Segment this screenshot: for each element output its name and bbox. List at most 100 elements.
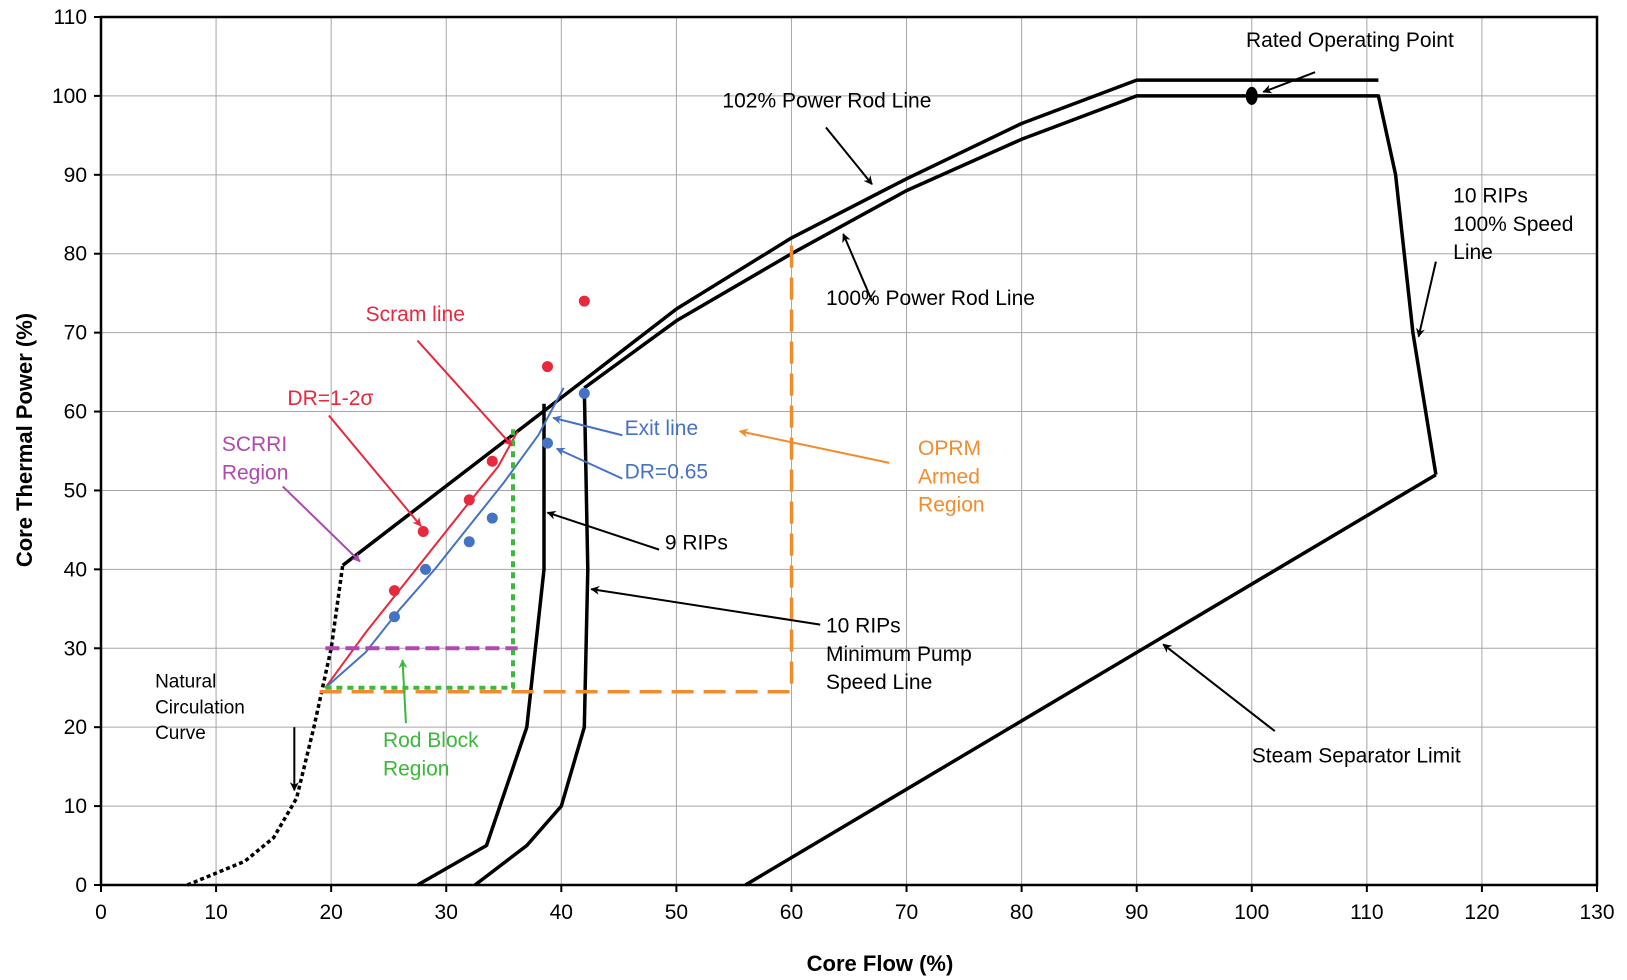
y-tick-label: 50 <box>64 479 87 502</box>
annotation-arrow <box>738 428 890 464</box>
annotation-line: 10 RIPs <box>1453 184 1528 207</box>
x-tick-label: 50 <box>665 901 688 924</box>
annotation-line: 100% Power Rod Line <box>826 287 1035 310</box>
y-tick-label: 20 <box>64 716 87 739</box>
data-point <box>420 563 432 575</box>
x-tick-label: 60 <box>780 901 803 924</box>
series-group <box>186 78 1438 887</box>
annotation-arrow <box>552 415 623 437</box>
data-point <box>417 525 429 537</box>
annotation-arrow <box>398 659 408 724</box>
series-line <box>319 237 794 694</box>
y-tick-label: 100 <box>52 85 87 108</box>
operating-point-marker <box>1245 86 1258 105</box>
annotation-arrow <box>1416 261 1437 338</box>
y-tick-label: 10 <box>64 795 87 818</box>
series-line <box>186 565 345 887</box>
axes: 0 10 20 30 40 50 60 70 80 90 100 110 120 130 0 10 20 30 40… <box>52 6 1615 924</box>
annotation-label: Scram line <box>366 303 465 326</box>
x-tick-label: 100 <box>1234 901 1269 924</box>
annotation-labels: Rated Operating Point 102% Power Rod Line… <box>155 29 1573 780</box>
annotation-label: Rated Operating Point <box>1246 29 1454 52</box>
annotation-line: Steam Separator Limit <box>1252 745 1461 768</box>
annotation-arrow <box>546 510 660 551</box>
y-tick-label: 70 <box>64 322 87 345</box>
data-point <box>463 536 475 548</box>
annotation-line: 10 RIPs <box>826 614 901 637</box>
annotation-line: Exit line <box>625 417 699 440</box>
series-line <box>325 427 515 690</box>
annotation-arrow <box>825 126 873 185</box>
series-line <box>583 94 1438 475</box>
x-tick-label: 110 <box>1350 901 1383 924</box>
data-point <box>388 611 400 623</box>
annotation-label: Exit line <box>625 417 699 440</box>
annotation-line: 102% Power Rod Line <box>722 90 931 113</box>
annotation-label: Steam Separator Limit <box>1252 745 1461 768</box>
data-point <box>541 437 553 449</box>
y-tick-label: 110 <box>54 6 87 29</box>
annotation-line: Circulation <box>155 697 245 718</box>
annotation-arrow <box>1262 71 1316 94</box>
annotation-line: Rated Operating Point <box>1246 29 1454 52</box>
x-tick-label: 80 <box>1010 901 1033 924</box>
annotation-arrow <box>328 414 422 527</box>
annotation-label: DR=0.65 <box>625 461 708 484</box>
y-tick-label: 80 <box>64 243 87 266</box>
annotation-label: 10 RIPs 100% Speed Line <box>1453 184 1573 264</box>
annotation-line: 9 RIPs <box>665 532 728 555</box>
data-point <box>463 494 475 506</box>
annotation-arrow <box>842 233 873 302</box>
y-tick-label: 60 <box>64 401 87 424</box>
annotation-label: DR=1-2σ <box>287 387 373 410</box>
x-tick-label: 130 <box>1579 901 1614 924</box>
annotation-line: Line <box>1453 241 1493 264</box>
data-point <box>388 585 400 597</box>
data-point <box>486 512 498 524</box>
plot-frame <box>99 15 1599 887</box>
annotation-line: Speed Line <box>826 671 932 694</box>
annotation-arrows <box>282 71 1437 792</box>
annotation-line: Natural <box>155 672 216 693</box>
annotation-line: DR=1-2σ <box>287 387 373 410</box>
series-line <box>324 387 565 689</box>
y-tick-label: 30 <box>64 637 87 660</box>
annotation-label: 102% Power Rod Line <box>722 90 931 113</box>
annotation-line: 100% Speed <box>1453 213 1573 236</box>
series-line <box>744 473 1437 887</box>
x-tick-label: 40 <box>550 901 573 924</box>
series-line <box>324 430 519 689</box>
x-tick-label: 120 <box>1464 901 1499 924</box>
x-axis-title: Core Flow (%) <box>807 951 954 976</box>
annotation-line: Region <box>918 494 985 517</box>
annotation-label: Rod Block Region <box>383 729 479 780</box>
annotation-arrow <box>282 485 361 563</box>
x-tick-label: 20 <box>319 901 342 924</box>
data-point <box>541 361 553 373</box>
data-point <box>578 295 590 307</box>
x-tick-label: 10 <box>204 901 227 924</box>
annotation-line: OPRM <box>918 437 981 460</box>
annotation-label: SCRRI Region <box>222 433 289 484</box>
annotation-arrow <box>1162 643 1276 732</box>
annotation-label: Natural Circulation Curve <box>155 672 245 744</box>
x-tick-label: 30 <box>435 901 458 924</box>
x-tick-label: 90 <box>1125 901 1148 924</box>
annotation-arrow <box>590 585 821 626</box>
series-line <box>341 78 1379 567</box>
annotation-label: 9 RIPs <box>665 532 728 555</box>
annotation-line: Rod Block <box>383 729 479 752</box>
y-tick-label: 90 <box>64 164 87 187</box>
y-tick-label: 40 <box>64 558 87 581</box>
annotation-line: Scram line <box>366 303 465 326</box>
annotation-arrow <box>555 447 623 480</box>
annotation-line: Curve <box>155 723 206 744</box>
annotation-label: 10 RIPs Minimum Pump Speed Line <box>826 614 972 694</box>
x-tick-label: 70 <box>895 901 918 924</box>
annotation-line: Minimum Pump <box>826 643 972 666</box>
data-point <box>578 387 590 399</box>
x-tick-label: 0 <box>95 901 107 924</box>
series-line <box>416 403 546 887</box>
